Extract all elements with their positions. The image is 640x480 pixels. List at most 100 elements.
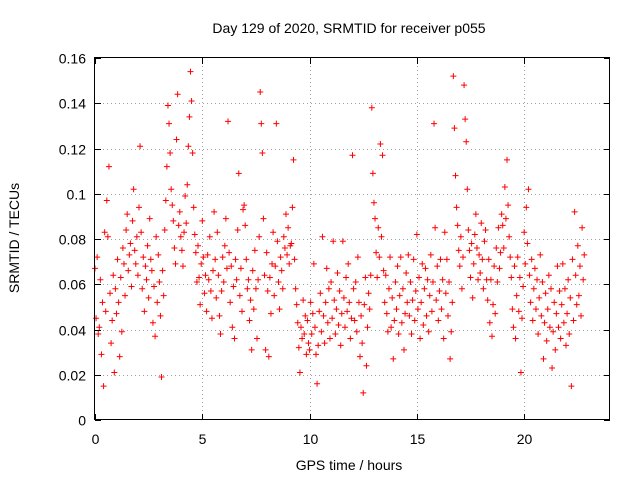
data-point [152, 333, 159, 340]
data-point [276, 306, 283, 313]
data-point [97, 276, 104, 283]
data-point [390, 355, 397, 362]
data-point [128, 283, 135, 290]
data-point [250, 306, 257, 313]
data-point [436, 288, 443, 295]
data-point [378, 233, 385, 240]
data-point [515, 308, 522, 315]
data-point [311, 324, 318, 331]
data-point [353, 328, 360, 335]
data-point [454, 222, 461, 229]
data-point [449, 299, 456, 306]
data-point [413, 231, 420, 238]
data-point [131, 247, 138, 254]
data-point [526, 272, 533, 279]
data-point [424, 276, 431, 283]
data-point [164, 102, 171, 109]
data-point [517, 369, 524, 376]
data-point [234, 226, 241, 233]
data-point [429, 278, 436, 285]
data-point [185, 143, 192, 150]
data-point [473, 245, 480, 252]
data-point [541, 319, 548, 326]
data-point [506, 233, 513, 240]
data-point [500, 245, 507, 252]
data-point [175, 222, 182, 229]
x-tick-label: 10 [303, 431, 319, 447]
data-point [521, 229, 528, 236]
data-point [549, 364, 556, 371]
data-point [566, 331, 573, 338]
data-point [379, 152, 386, 159]
data-point [264, 288, 271, 295]
data-point [285, 224, 292, 231]
data-point [173, 136, 180, 143]
data-point [133, 233, 140, 240]
data-point [307, 299, 314, 306]
data-point [258, 120, 265, 127]
data-point [220, 278, 227, 285]
data-point [554, 263, 561, 270]
data-point [339, 238, 346, 245]
data-point [107, 290, 114, 297]
data-point [494, 278, 501, 285]
data-point [481, 238, 488, 245]
data-point [546, 324, 553, 331]
data-point [195, 242, 201, 249]
data-point [94, 254, 101, 261]
data-point [423, 312, 430, 319]
data-point [262, 346, 269, 353]
data-point [182, 193, 189, 200]
data-point [151, 283, 158, 290]
data-point [580, 276, 587, 283]
data-point [492, 310, 499, 317]
data-point [255, 276, 262, 283]
data-point [574, 242, 581, 249]
data-point [217, 331, 224, 338]
data-point [568, 383, 575, 390]
data-point [102, 308, 109, 315]
data-point [523, 204, 530, 211]
data-point [358, 312, 365, 319]
data-point [354, 254, 361, 261]
data-point [246, 317, 253, 324]
data-point [212, 256, 219, 263]
data-point [310, 260, 317, 267]
data-point [305, 340, 312, 347]
data-point [110, 272, 117, 279]
data-point [369, 170, 376, 177]
data-point [336, 288, 343, 295]
data-point [210, 267, 217, 274]
data-point [189, 150, 196, 157]
data-point [438, 306, 445, 313]
data-point [516, 274, 523, 281]
data-point [118, 328, 125, 335]
data-point [293, 301, 300, 308]
data-point [414, 306, 421, 313]
data-point [290, 156, 297, 163]
data-point [383, 310, 390, 317]
data-point [145, 294, 152, 301]
data-point [296, 369, 303, 376]
data-point [205, 276, 212, 283]
data-point [564, 310, 571, 317]
data-point [532, 306, 539, 313]
y-axis-label: SRMTID / TECUs [6, 183, 22, 293]
data-point [306, 346, 313, 353]
data-point [426, 292, 433, 299]
data-point [227, 299, 234, 306]
data-point [340, 294, 347, 301]
data-point [168, 186, 175, 193]
data-point [380, 267, 387, 274]
data-point [207, 288, 214, 295]
data-point [159, 267, 166, 274]
data-point [504, 156, 510, 163]
data-point [558, 301, 565, 308]
data-point [573, 301, 580, 308]
data-point [409, 297, 416, 304]
data-point [467, 274, 474, 281]
data-point [126, 251, 133, 258]
data-point [249, 267, 256, 274]
y-tick-label: 0.04 [59, 323, 86, 339]
data-point [346, 299, 353, 306]
